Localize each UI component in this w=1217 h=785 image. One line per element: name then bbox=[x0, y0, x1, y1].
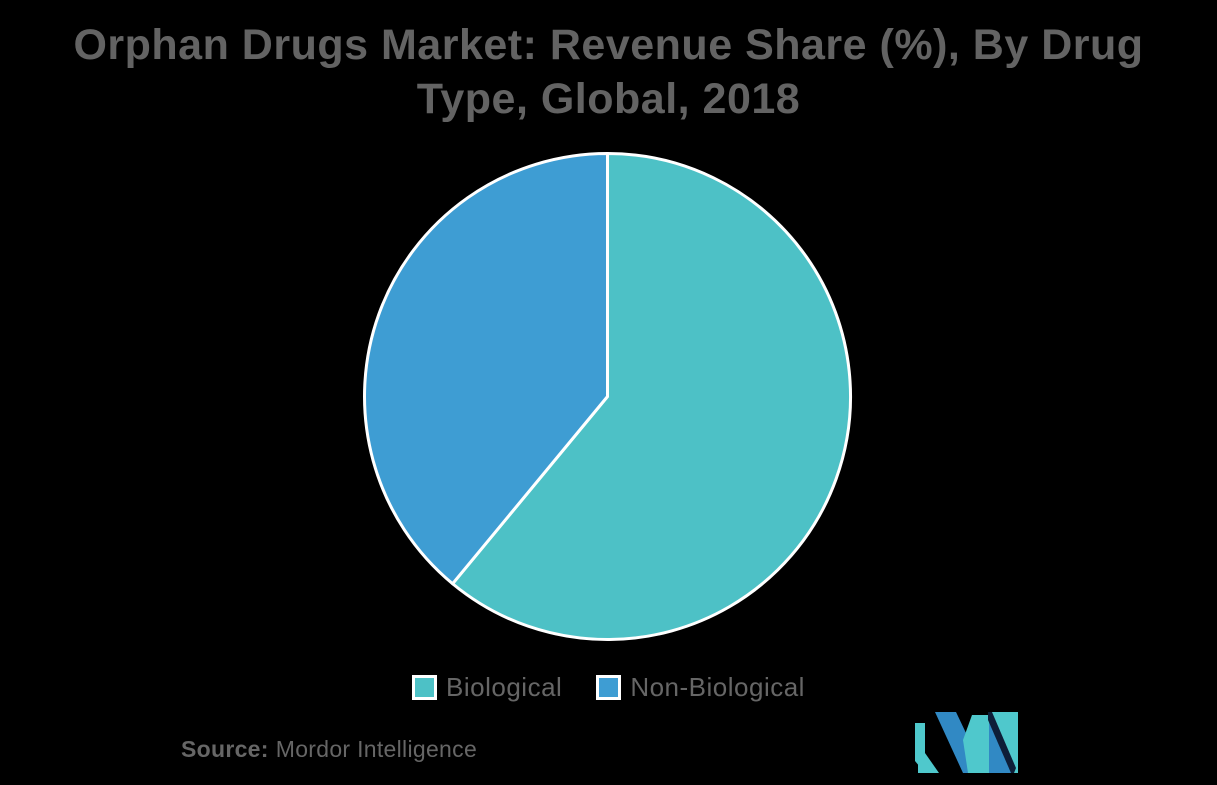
page-title-line-2: Type, Global, 2018 bbox=[416, 75, 801, 123]
legend-label-non-biological: Non-Biological bbox=[630, 672, 805, 702]
logo-shape-right-block-divider bbox=[988, 712, 1016, 773]
pie-chart bbox=[363, 152, 852, 641]
pie-slice-non-biological bbox=[363, 152, 609, 586]
source-attribution: Source: Mordor Intelligence bbox=[181, 736, 477, 763]
source-name: Mordor Intelligence bbox=[275, 736, 478, 762]
mordor-intelligence-logo bbox=[915, 712, 1018, 773]
chart-legend: Biological Non-Biological bbox=[0, 672, 1217, 703]
legend-label-biological: Biological bbox=[446, 672, 563, 702]
pie-slice-biological bbox=[451, 152, 852, 641]
legend-item-biological: Biological bbox=[412, 672, 562, 703]
legend-swatch-biological bbox=[412, 675, 438, 700]
page-title: Orphan Drugs Market: Revenue Share (%), … bbox=[0, 18, 1217, 126]
legend-swatch-non-biological bbox=[596, 675, 622, 700]
logo-shape-pennant bbox=[963, 715, 993, 773]
page-title-line-1: Orphan Drugs Market: Revenue Share (%), … bbox=[73, 21, 1144, 69]
logo-shape-corner-triangle bbox=[918, 743, 939, 773]
source-label: Source: bbox=[181, 736, 269, 762]
legend-item-non-biological: Non-Biological bbox=[596, 672, 805, 703]
